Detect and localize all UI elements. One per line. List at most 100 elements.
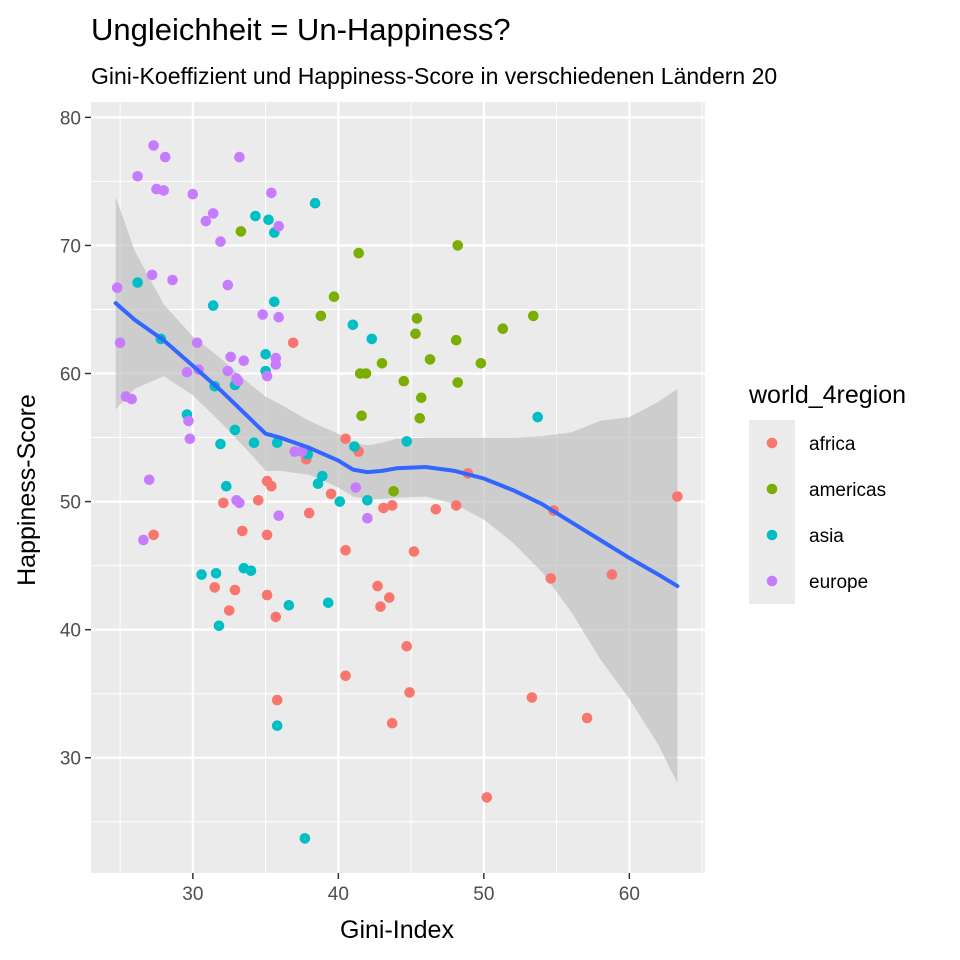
data-point-americas xyxy=(497,323,509,335)
data-point-europe xyxy=(183,415,194,427)
data-point-europe xyxy=(111,282,123,294)
data-point-europe xyxy=(234,497,245,509)
data-point-europe xyxy=(362,512,373,524)
data-point-americas xyxy=(353,247,365,259)
data-point-americas xyxy=(356,410,367,422)
data-point-europe xyxy=(184,433,196,445)
y-tick-label: 70 xyxy=(60,236,81,257)
data-point-europe xyxy=(143,474,155,486)
data-point-asia xyxy=(283,600,295,611)
data-point-africa xyxy=(218,497,229,509)
data-point-africa xyxy=(375,601,386,612)
data-point-europe xyxy=(114,337,126,349)
data-point-europe xyxy=(222,365,234,377)
x-tick-label: 40 xyxy=(328,884,349,905)
data-point-asia xyxy=(271,437,283,449)
data-point-africa xyxy=(481,792,493,803)
data-point-africa xyxy=(261,529,273,541)
data-point-asia xyxy=(245,565,257,576)
data-point-africa xyxy=(209,582,220,593)
data-point-africa xyxy=(408,546,420,557)
data-point-europe xyxy=(225,351,236,363)
data-point-europe xyxy=(215,236,226,247)
data-point-asia xyxy=(532,411,543,423)
data-point-asia xyxy=(229,424,241,436)
data-point-africa xyxy=(325,488,337,500)
data-point-africa xyxy=(545,573,557,584)
data-point-asia xyxy=(250,210,261,222)
data-point-asia xyxy=(271,720,283,731)
data-point-asia xyxy=(269,296,280,308)
data-point-africa xyxy=(252,495,264,506)
data-point-africa xyxy=(450,500,462,511)
data-point-americas xyxy=(315,310,327,322)
data-point-americas xyxy=(528,310,539,322)
data-point-europe xyxy=(187,188,199,200)
data-point-asia xyxy=(299,833,311,844)
data-point-asia xyxy=(221,480,232,492)
data-point-asia xyxy=(263,214,274,226)
data-point-americas xyxy=(452,377,464,388)
data-point-europe xyxy=(257,309,269,320)
data-point-asia xyxy=(215,438,226,450)
data-point-americas xyxy=(410,328,421,340)
x-tick-label: 60 xyxy=(619,884,640,905)
legend-swatch-asia xyxy=(766,529,778,541)
chart-title: Ungleichheit = Un-Happiness? xyxy=(91,12,511,47)
data-point-asia xyxy=(322,597,334,609)
data-point-asia xyxy=(260,349,271,360)
data-point-europe xyxy=(296,446,308,457)
data-point-africa xyxy=(430,504,442,515)
legend: world_4region africa americas asia europe xyxy=(748,381,906,604)
data-point-americas xyxy=(424,354,436,365)
data-point-europe xyxy=(181,366,193,378)
data-point-africa xyxy=(404,687,415,698)
data-point-africa xyxy=(237,525,248,537)
data-point-asia xyxy=(349,441,360,452)
data-point-europe xyxy=(126,393,137,405)
legend-label-africa: africa xyxy=(809,434,856,455)
data-point-asia xyxy=(132,277,143,288)
y-tick-label: 80 xyxy=(60,108,81,129)
data-point-europe xyxy=(159,151,171,163)
data-point-europe xyxy=(200,215,212,227)
y-tick-label: 40 xyxy=(60,621,81,642)
data-point-africa xyxy=(606,569,618,580)
x-axis-title: Gini-Index xyxy=(340,916,454,944)
data-point-africa xyxy=(386,717,398,729)
data-point-asia xyxy=(334,496,346,507)
data-point-europe xyxy=(273,220,285,232)
data-point-africa xyxy=(229,584,241,596)
data-point-europe xyxy=(238,355,250,367)
data-point-americas xyxy=(360,368,372,379)
data-point-europe xyxy=(289,446,301,457)
legend-label-asia: asia xyxy=(809,526,844,547)
data-point-europe xyxy=(266,187,277,199)
data-point-americas xyxy=(414,413,426,424)
data-point-europe xyxy=(167,274,178,286)
legend-label-americas: americas xyxy=(809,480,886,501)
data-point-americas xyxy=(450,334,462,346)
data-point-asia xyxy=(210,568,222,579)
data-point-asia xyxy=(196,569,207,580)
data-points xyxy=(111,140,683,844)
legend-swatch-europe xyxy=(766,575,778,587)
data-point-africa xyxy=(340,545,351,556)
data-point-americas xyxy=(475,358,487,369)
data-point-europe xyxy=(350,482,362,493)
data-point-africa xyxy=(672,491,683,502)
data-point-europe xyxy=(273,510,285,521)
data-point-americas xyxy=(416,392,427,404)
data-point-asia xyxy=(312,478,324,490)
data-point-africa xyxy=(378,502,389,514)
data-point-europe xyxy=(222,279,234,291)
data-point-africa xyxy=(401,641,413,652)
data-point-africa xyxy=(271,694,283,706)
x-tick-label: 50 xyxy=(473,884,494,905)
data-point-europe xyxy=(234,151,245,163)
data-point-africa xyxy=(581,712,593,724)
data-point-europe xyxy=(132,171,143,182)
data-point-africa xyxy=(287,337,299,349)
data-point-americas xyxy=(388,486,399,497)
